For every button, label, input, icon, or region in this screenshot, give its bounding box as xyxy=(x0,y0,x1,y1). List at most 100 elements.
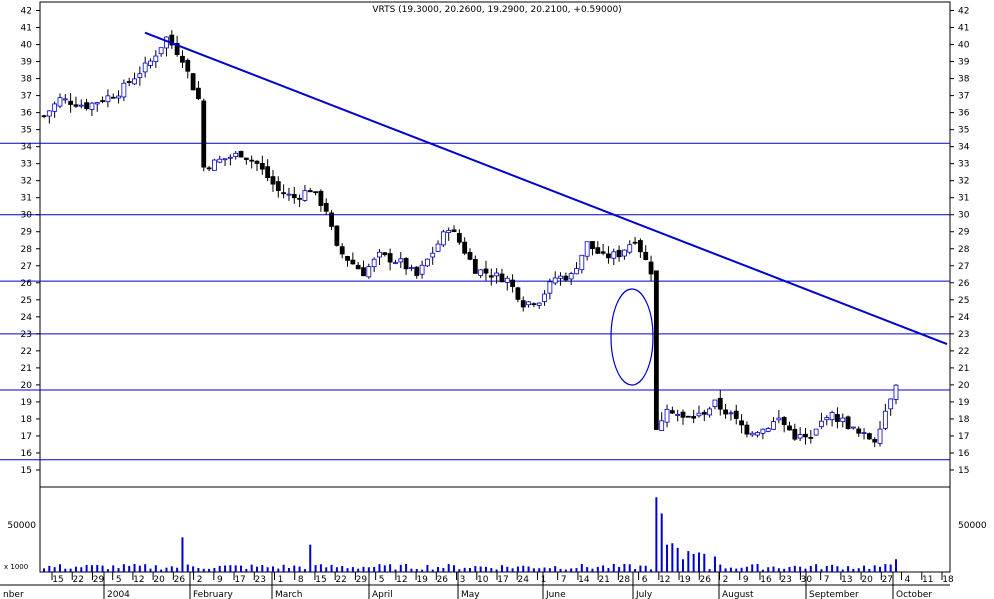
candle-down xyxy=(382,252,388,256)
y-tick-label-right: 26 xyxy=(958,279,970,289)
candle-up xyxy=(797,434,803,439)
candle-up xyxy=(526,301,531,306)
candle-down xyxy=(648,261,654,275)
candle-down xyxy=(680,411,686,418)
gap-ellipse xyxy=(610,288,654,386)
x-month-label: June xyxy=(545,590,566,599)
candle-up xyxy=(888,398,894,410)
candle-down xyxy=(180,55,185,63)
candle-up xyxy=(568,273,574,280)
y-tick-label-left: 20 xyxy=(21,381,33,391)
candle-up xyxy=(627,244,633,253)
candle-up xyxy=(558,275,563,279)
candle-down xyxy=(653,270,659,430)
candle-down xyxy=(835,414,840,422)
candle-up xyxy=(547,281,553,294)
candle-down xyxy=(483,268,489,274)
volume-tick-right: 50000 xyxy=(958,521,987,531)
y-tick-label-left: 36 xyxy=(21,109,33,119)
x-month-label: September xyxy=(809,590,859,599)
x-tick-label: 29 xyxy=(93,575,105,585)
candle-down xyxy=(643,251,649,260)
x-tick-label: 16 xyxy=(760,575,772,585)
candle-down xyxy=(403,257,409,270)
y-tick-label-right: 27 xyxy=(958,262,969,272)
candle-up xyxy=(749,432,755,436)
candle-down xyxy=(350,259,356,265)
y-tick-label-left: 17 xyxy=(21,432,32,442)
candle-down xyxy=(329,212,334,227)
x-tick-label: 3 xyxy=(460,575,466,585)
candle-down xyxy=(100,100,105,102)
x-tick-label: 19 xyxy=(679,575,691,585)
candle-up xyxy=(132,78,137,85)
x-tick-label: 5 xyxy=(116,575,122,585)
candle-down xyxy=(595,247,601,254)
y-tick-label-left: 38 xyxy=(21,75,33,85)
candle-down xyxy=(249,159,255,162)
candle-up xyxy=(829,412,835,421)
x-tick-label: 23 xyxy=(780,575,791,585)
candle-down xyxy=(515,287,521,300)
candle-up xyxy=(116,95,121,99)
x-month-label: October xyxy=(896,590,932,599)
y-tick-label-left: 32 xyxy=(21,177,32,187)
y-tick-label-left: 30 xyxy=(21,211,33,221)
x-tick-label: 12 xyxy=(133,575,144,585)
y-tick-label-right: 22 xyxy=(958,347,969,357)
candle-up xyxy=(89,102,95,110)
x-tick-label: 13 xyxy=(841,575,852,585)
candle-down xyxy=(472,259,478,274)
candle-up xyxy=(622,249,627,257)
candle-down xyxy=(845,416,851,430)
x-month-label: February xyxy=(193,590,234,599)
candle-down xyxy=(792,428,798,440)
candle-up xyxy=(861,432,867,434)
candle-up xyxy=(707,408,713,416)
y-tick-label-left: 27 xyxy=(21,262,32,272)
y-tick-label-right: 34 xyxy=(958,143,970,153)
x-month-label: May xyxy=(461,590,480,599)
candle-down xyxy=(701,411,707,415)
candle-down xyxy=(563,275,569,281)
x-tick-label: 11 xyxy=(922,575,933,585)
y-tick-label-left: 25 xyxy=(21,296,32,306)
y-tick-label-left: 31 xyxy=(21,194,32,204)
price-panel-frame xyxy=(39,1,951,488)
candle-up xyxy=(882,410,888,429)
y-tick-label-right: 36 xyxy=(958,109,970,119)
candle-up xyxy=(46,110,52,117)
candle-up xyxy=(542,293,547,302)
y-tick-label-left: 19 xyxy=(21,398,33,408)
candle-down xyxy=(190,73,196,91)
candle-up xyxy=(813,428,819,436)
candle-up xyxy=(696,412,702,417)
y-axis: 15 15 16 16 17 17 18 18 19 19 20 20 21 21 22 22 23 23 24 24… xyxy=(21,7,970,476)
chart-title: VRTS (19.3000, 20.2600, 19.2900, 20.2100… xyxy=(372,5,621,15)
candle-down xyxy=(339,246,345,255)
y-tick-label-right: 21 xyxy=(958,364,969,374)
x-tick-label: 9 xyxy=(743,575,749,585)
y-tick-label-left: 18 xyxy=(21,415,33,425)
x-tick-label: 9 xyxy=(217,575,223,585)
candle-down xyxy=(126,81,132,83)
candle-up xyxy=(62,98,68,101)
candle-down xyxy=(488,275,494,278)
y-tick-label-right: 39 xyxy=(958,58,970,68)
candle-up xyxy=(78,104,84,107)
x-tick-label: 29 xyxy=(356,575,368,585)
candle-up xyxy=(712,399,718,408)
candle-up xyxy=(664,408,670,423)
candle-down xyxy=(856,428,862,434)
y-tick-label-left: 37 xyxy=(21,92,32,102)
y-tick-label-left: 40 xyxy=(21,41,33,51)
trend-line xyxy=(144,31,948,345)
candle-up xyxy=(286,193,292,196)
candle-down xyxy=(174,43,180,55)
x-tick-label: 4 xyxy=(905,575,911,585)
candle-up xyxy=(105,95,111,103)
candle-up xyxy=(222,158,228,161)
candle-down xyxy=(866,433,872,440)
x-tick-label: 15 xyxy=(52,575,63,585)
